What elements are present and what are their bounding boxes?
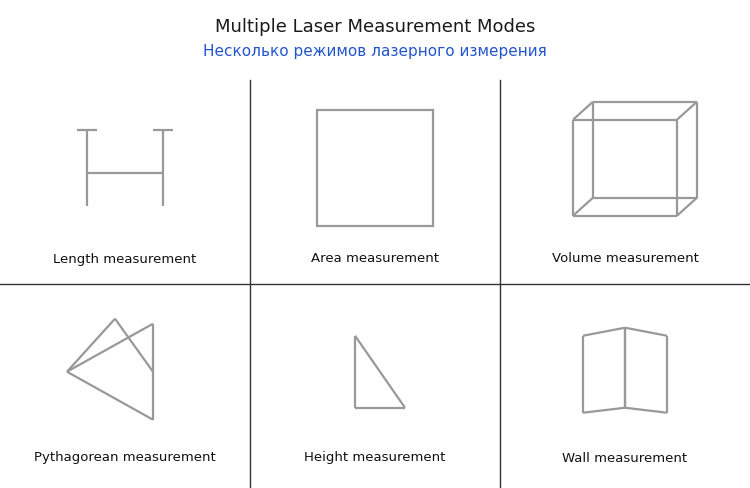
Text: Height measurement: Height measurement (304, 451, 446, 465)
Text: Несколько режимов лазерного измерения: Несколько режимов лазерного измерения (203, 44, 547, 59)
Text: Multiple Laser Measurement Modes: Multiple Laser Measurement Modes (214, 18, 536, 36)
Text: Length measurement: Length measurement (53, 252, 196, 265)
Text: Area measurement: Area measurement (311, 252, 439, 265)
Text: Wall measurement: Wall measurement (562, 451, 688, 465)
Text: Volume measurement: Volume measurement (551, 252, 698, 265)
Bar (317, 110, 433, 226)
Text: Pythagorean measurement: Pythagorean measurement (34, 451, 216, 465)
